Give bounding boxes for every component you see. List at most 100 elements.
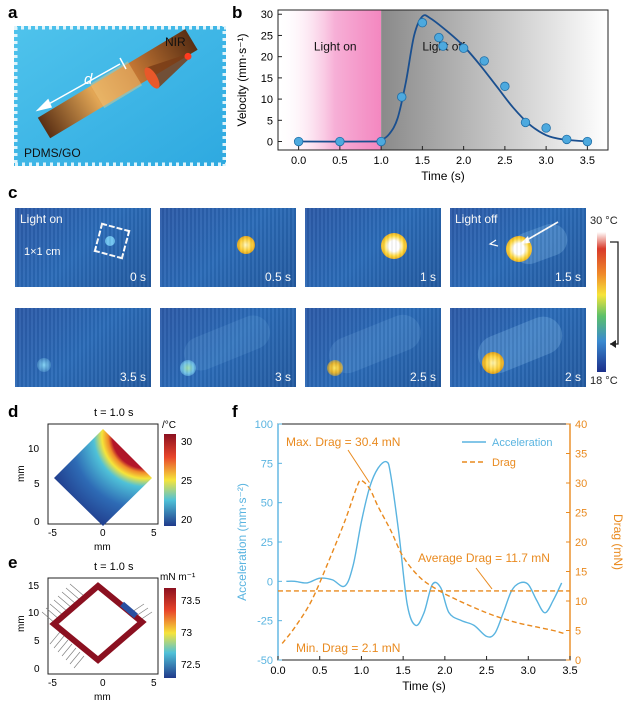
thermal-frame: 1 s	[305, 208, 441, 287]
frame-time: 3 s	[274, 370, 291, 384]
x-tick-label: 1.5	[415, 155, 430, 167]
y-tick-label: 10	[261, 94, 273, 106]
thermal-frame: 2 s	[450, 308, 586, 387]
nir-laser-icon	[144, 52, 192, 89]
heat-trail	[323, 309, 427, 379]
x-tick-label: 1.5	[395, 665, 410, 677]
map-e-ytick: 10	[28, 608, 40, 619]
map-e-unit: mN m⁻¹	[160, 572, 196, 583]
x-tick-label: 3.5	[562, 665, 577, 677]
map-e-colorbar	[164, 588, 176, 678]
heat-trail	[178, 310, 276, 376]
right-y-tick-label: 0	[575, 655, 581, 667]
map-e-cbar-tick: 72.5	[181, 660, 201, 671]
left-y-axis-label: Acceleration (mm·s⁻²)	[235, 483, 249, 601]
right-y-tick-label: 5	[575, 626, 581, 638]
data-point	[417, 18, 428, 28]
right-y-tick-label: 30	[575, 478, 587, 490]
legend-label-acceleration: Acceleration	[492, 437, 553, 449]
annotation-average-arrow	[475, 567, 493, 590]
hot-spot	[506, 236, 532, 262]
x-tick-label: 0.0	[291, 155, 306, 167]
thermal-frame: 2.5 s	[305, 308, 441, 387]
data-point	[541, 123, 551, 133]
map-e-frame	[47, 577, 159, 675]
map-e-ring-cool	[120, 601, 138, 619]
data-point	[335, 136, 345, 147]
panel-letter-b: b	[232, 3, 243, 22]
map-e-xtick: 5	[151, 678, 157, 689]
y-tick-label: 20	[261, 52, 273, 64]
direction-arrow-icon	[488, 221, 559, 247]
annotation-average-drag: Average Drag = 11.7 mN	[418, 551, 550, 565]
left-y-tick-label: -25	[257, 616, 273, 628]
colorbar-top-label: 30 °C	[590, 215, 618, 227]
x-tick-label: 3.0	[521, 665, 536, 677]
left-y-tick-label: 25	[261, 537, 273, 549]
data-point	[397, 92, 407, 102]
map-d-xtick: 5	[151, 528, 157, 539]
thermal-frame: Light off 1.5 s	[450, 208, 586, 287]
map-e-ring	[49, 582, 147, 664]
map-d-ylabel: mm	[16, 465, 27, 482]
frame-time: 3.5 s	[119, 370, 146, 384]
right-y-axis-label: Drag (mN)	[611, 514, 625, 570]
map-d-colorbar	[164, 434, 176, 526]
right-y-tick-label: 15	[575, 567, 587, 579]
gel-strip	[37, 29, 198, 139]
map-d-title: t = 1.0 s	[94, 407, 134, 419]
x-tick-label: 3.0	[538, 155, 553, 167]
map-e-title: t = 1.0 s	[94, 561, 134, 573]
map-e-cbar-tick: 73.5	[181, 596, 201, 607]
frame-time: 0.5 s	[264, 270, 291, 284]
map-e-ytick: 5	[34, 636, 40, 647]
x-tick-label: 1.0	[373, 155, 388, 167]
legend-label-drag: Drag	[492, 457, 516, 469]
y-tick-label: 15	[261, 73, 273, 85]
x-tick-label: 1.0	[354, 665, 369, 677]
annotation-min-drag: Min. Drag = 2.1 mN	[296, 641, 400, 655]
x-tick-label: 2.0	[437, 665, 452, 677]
thermal-colorbar	[597, 232, 606, 372]
map-e-xtick: -5	[48, 678, 57, 689]
y-tick-label: 30	[261, 9, 273, 21]
x-tick-label: 0.0	[270, 665, 285, 677]
right-y-tick-label: 40	[575, 419, 587, 431]
heat-trail	[508, 219, 572, 269]
map-e-ytick: 15	[28, 581, 40, 592]
left-y-tick-label: 0	[267, 576, 273, 588]
fit-curve	[298, 14, 588, 143]
series-line-acceleration	[286, 460, 563, 638]
panel-letter-c: c	[8, 183, 18, 202]
x-tick-label: 2.0	[456, 155, 471, 167]
map-d-cbar-tick: 30	[181, 437, 193, 448]
hot-spot	[37, 358, 51, 372]
surface-tension-map: t = 1.0 s 15 10 5 0 -5 0 5 mm mm mN m⁻¹ …	[16, 561, 201, 703]
map-d-xtick: 0	[100, 528, 106, 539]
y-tick-label: 25	[261, 30, 273, 42]
left-y-tick-label: -50	[257, 655, 273, 667]
x-tick-label: 0.5	[312, 665, 327, 677]
map-d-ytick: 5	[34, 479, 40, 490]
label-material: PDMS/GO	[24, 146, 81, 160]
x-tick-label: 2.5	[497, 155, 512, 167]
light-on-region	[278, 10, 382, 150]
left-y-tick-label: 100	[255, 419, 273, 431]
hot-spot	[482, 352, 504, 374]
data-point	[500, 81, 510, 92]
x-axis-label: Time (s)	[421, 169, 465, 183]
light-on-label: Light on	[20, 212, 63, 226]
data-point	[434, 32, 444, 43]
light-off-label: Light off	[455, 212, 498, 226]
panel-a-schematic: NIR d PDMS/GO	[14, 26, 226, 166]
map-d-xlabel: mm	[94, 542, 111, 553]
light-off-region	[381, 10, 608, 150]
colorbar-bottom-label: 18 °C	[590, 375, 618, 387]
data-point	[458, 43, 469, 53]
sequence-bracket	[610, 241, 619, 348]
data-point	[479, 56, 489, 66]
map-d-field	[54, 429, 152, 526]
map-d-cbar-tick: 20	[181, 515, 193, 526]
thermal-frame: 0.5 s	[160, 208, 296, 287]
